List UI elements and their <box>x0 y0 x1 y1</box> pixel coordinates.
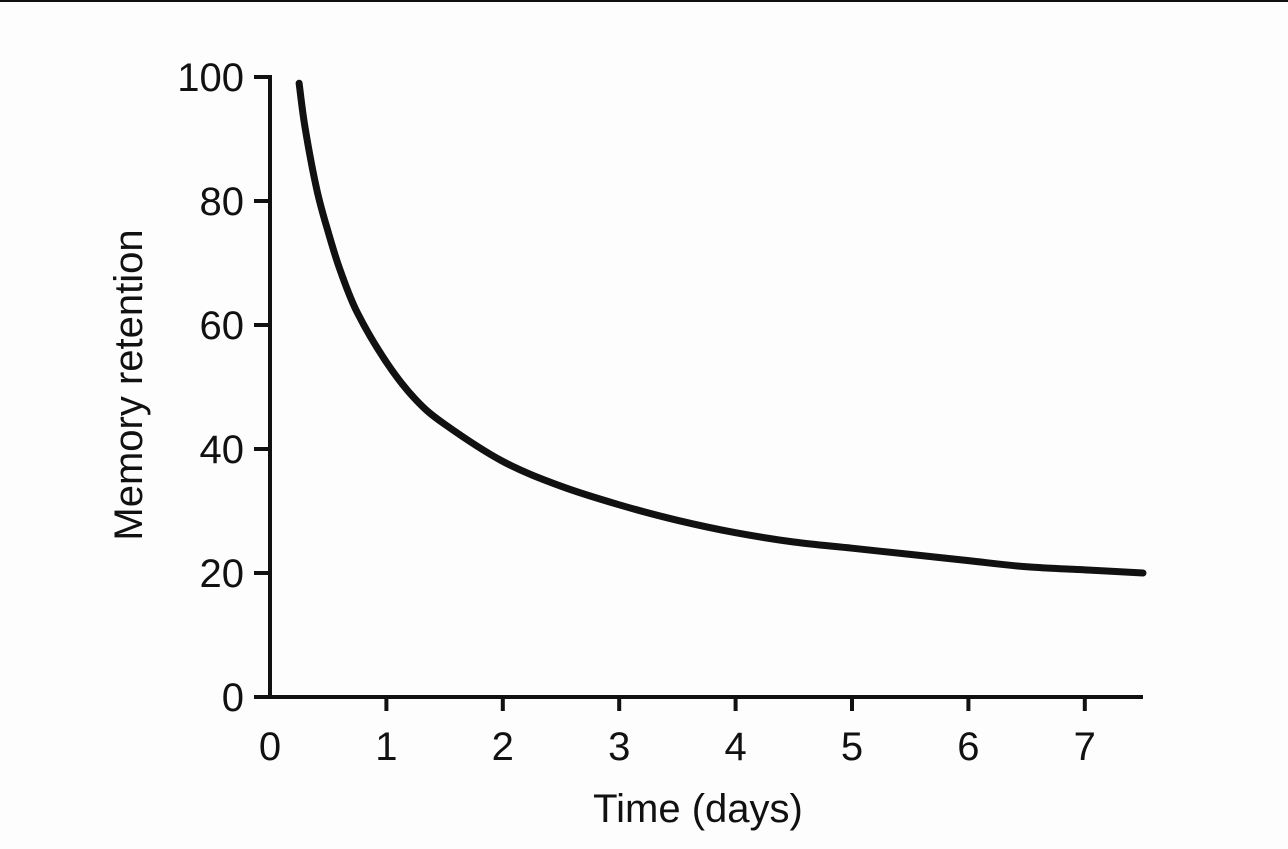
y-axis-ticks: 0 20 40 60 80 100 <box>177 56 270 720</box>
x-axis-label: Time (days) <box>593 787 803 831</box>
x-axis-ticks: 0 1 2 3 4 5 6 7 <box>259 697 1096 769</box>
y-tick-label: 60 <box>200 304 245 348</box>
y-tick-label: 100 <box>177 56 244 100</box>
y-axis-label: Memory retention <box>107 229 151 540</box>
y-tick-label: 20 <box>200 552 245 596</box>
x-tick-label: 6 <box>957 725 979 769</box>
x-tick-label: 4 <box>724 725 746 769</box>
y-tick-label: 0 <box>222 676 244 720</box>
axes <box>268 75 1143 699</box>
x-tick-label: 2 <box>492 725 514 769</box>
x-tick-label: 1 <box>375 725 397 769</box>
x-tick-label: 3 <box>608 725 630 769</box>
y-tick-label: 40 <box>200 428 245 472</box>
x-tick-label: 7 <box>1074 725 1096 769</box>
x-tick-label: 5 <box>841 725 863 769</box>
top-border-line <box>0 0 1288 2</box>
retention-curve-line <box>295 79 1147 577</box>
y-tick-label: 80 <box>200 180 245 224</box>
x-tick-label: 0 <box>259 725 281 769</box>
